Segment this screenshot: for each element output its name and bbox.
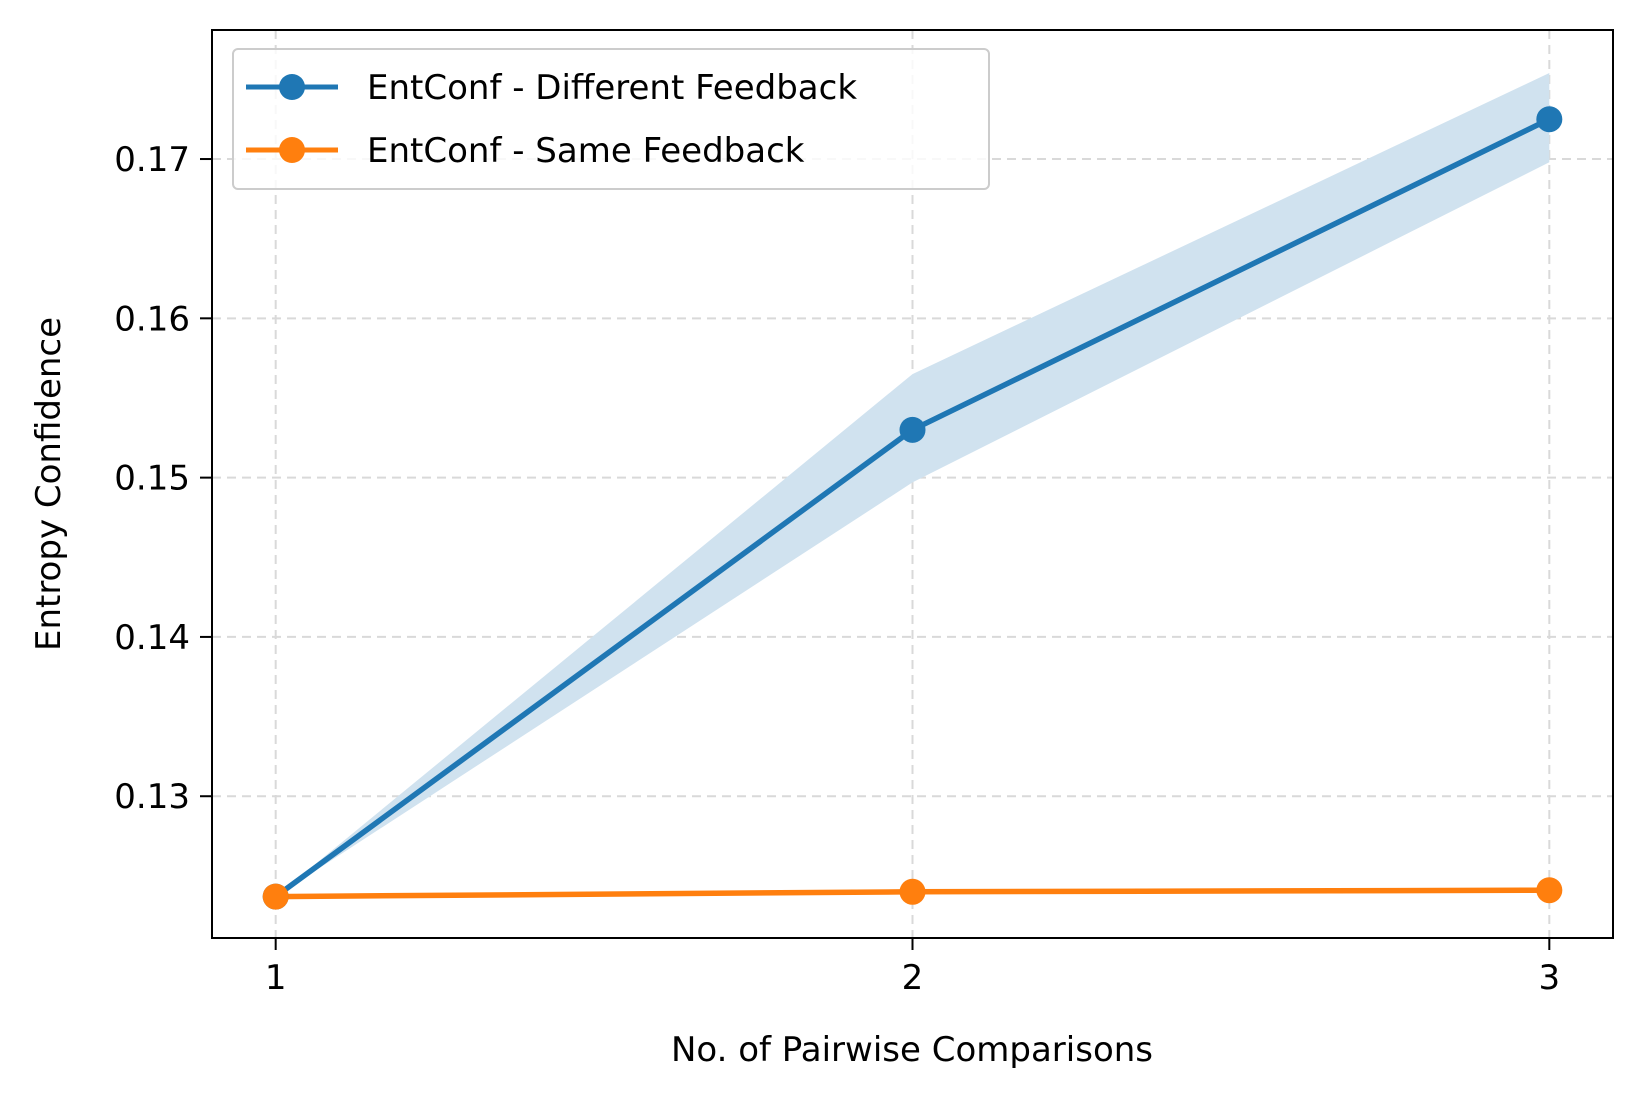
series-0-point	[1536, 106, 1563, 133]
y-axis-title: Entropy Confidence	[29, 317, 69, 651]
series-1-point	[1536, 877, 1563, 904]
x-tick-label: 2	[902, 958, 924, 998]
tick-layer: 1 2 3 0.13 0.14 0.15 0.16 0.17	[114, 140, 1560, 998]
y-tick-label: 0.17	[114, 140, 190, 180]
legend-swatch-marker-same	[279, 137, 305, 163]
x-tick-label: 3	[1538, 958, 1560, 998]
legend-label-different: EntConf - Different Feedback	[367, 68, 857, 108]
series-1-point	[262, 883, 289, 910]
band-layer	[275, 73, 1550, 897]
y-tick-label: 0.13	[114, 777, 190, 817]
point-layer	[262, 106, 1563, 910]
legend: EntConf - Different Feedback EntConf - S…	[232, 48, 990, 190]
y-tick-label: 0.16	[114, 299, 190, 339]
y-tick-label: 0.14	[114, 618, 190, 658]
series-0-point	[899, 416, 926, 443]
legend-swatch-marker-different	[279, 74, 305, 100]
x-tick-label: 1	[265, 958, 287, 998]
x-axis-title: No. of Pairwise Comparisons	[671, 1030, 1153, 1070]
legend-label-same: EntConf - Same Feedback	[367, 131, 805, 171]
legend-box	[232, 48, 990, 190]
y-tick-label: 0.15	[114, 459, 190, 499]
series-0-confidence-band	[275, 73, 1550, 897]
series-1-point	[899, 878, 926, 905]
